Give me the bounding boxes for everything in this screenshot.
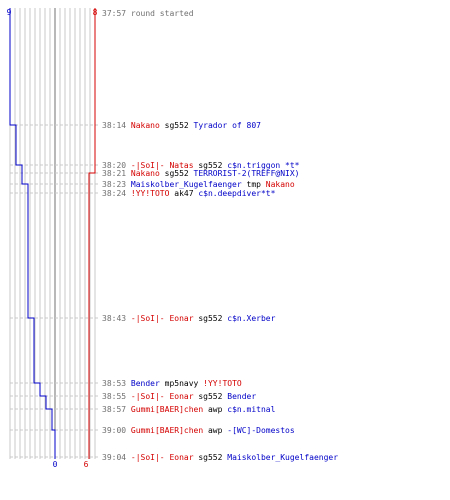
event-row: 38:23 Maiskolber_Kugelfaenger tmp Nakano — [102, 180, 295, 189]
event-time: 38:53 — [102, 379, 131, 388]
red-start-count: 8 — [93, 8, 98, 17]
event-text: Bender — [131, 379, 160, 388]
event-text: Bender — [227, 392, 256, 401]
grid-lines — [9, 8, 96, 459]
event-text: c$n.deepdiver*t* — [198, 189, 275, 198]
event-text: sg552 — [194, 161, 228, 170]
event-text: sg552 — [160, 169, 194, 178]
red-team-line — [88, 8, 96, 459]
event-time: 37:57 — [102, 9, 131, 18]
event-text: Tyrador of 807 — [194, 121, 262, 130]
event-text: awp — [203, 405, 227, 414]
event-time: 39:00 — [102, 426, 131, 435]
event-row: 38:20 -|SoI|- Natas sg552 c$n.triggon *t… — [102, 161, 300, 170]
event-text: c$n.Xerber — [227, 314, 275, 323]
event-text: sg552 — [194, 314, 228, 323]
red-end-count: 6 — [84, 460, 89, 469]
event-text: Gummi[BAER]chen — [131, 405, 203, 414]
event-text: c$n.mitnal — [227, 405, 275, 414]
event-time: 38:43 — [102, 314, 131, 323]
event-text: c$n.triggon *t* — [227, 161, 299, 170]
event-row: 38:55 -|SoI|- Eonar sg552 Bender — [102, 392, 256, 401]
red-team-step-line — [88, 8, 96, 459]
event-text: -[WC]-Domestos — [227, 426, 295, 435]
event-text: -|SoI|- Eonar — [131, 392, 194, 401]
event-time: 38:20 — [102, 161, 131, 170]
event-text: Maiskolber_Kugelfaenger — [131, 180, 242, 189]
event-text: tmp — [242, 180, 266, 189]
event-row: 38:14 Nakano sg552 Tyrador of 807 — [102, 121, 261, 130]
event-row: 38:53 Bender mp5navy !YY!TOTO — [102, 379, 242, 388]
event-time: 38:24 — [102, 189, 131, 198]
event-row: 39:04 -|SoI|- Eonar sg552 Maiskolber_Kug… — [102, 453, 338, 462]
event-text: Nakano — [266, 180, 295, 189]
event-time: 38:55 — [102, 392, 131, 401]
event-text: Gummi[BAER]chen — [131, 426, 203, 435]
event-row: 38:21 Nakano sg552 TERRORIST-2(TREFF@NIX… — [102, 169, 300, 178]
event-row: 38:24 !YY!TOTO ak47 c$n.deepdiver*t* — [102, 189, 276, 198]
event-time: 38:23 — [102, 180, 131, 189]
blue-start-count: 9 — [7, 8, 12, 17]
event-text: !YY!TOTO — [203, 379, 242, 388]
blue-end-count: 0 — [53, 460, 58, 469]
event-text: -|SoI|- Natas — [131, 161, 194, 170]
event-text: awp — [203, 426, 227, 435]
blue-team-line — [9, 8, 56, 459]
event-text: !YY!TOTO — [131, 189, 170, 198]
blue-team-step-line — [9, 8, 56, 459]
event-row: 38:57 Gummi[BAER]chen awp c$n.mitnal — [102, 405, 276, 414]
event-time: 38:14 — [102, 121, 131, 130]
event-text: Nakano — [131, 121, 160, 130]
event-text: sg552 — [194, 453, 228, 462]
event-row: 37:57 round started — [102, 9, 194, 18]
event-time: 38:21 — [102, 169, 131, 178]
event-row: 39:00 Gummi[BAER]chen awp -[WC]-Domestos — [102, 426, 295, 435]
event-time: 38:57 — [102, 405, 131, 414]
event-text: Maiskolber_Kugelfaenger — [227, 453, 338, 462]
event-row: 38:43 -|SoI|- Eonar sg552 c$n.Xerber — [102, 314, 276, 323]
event-text: TERRORIST-2(TREFF@NIX) — [194, 169, 300, 178]
event-text: mp5navy — [160, 379, 203, 388]
event-time: 39:04 — [102, 453, 131, 462]
event-text: sg552 — [194, 392, 228, 401]
event-text: -|SoI|- Eonar — [131, 314, 194, 323]
event-guide-lines — [10, 124, 100, 458]
event-log: 37:57 round started 38:14 Nakano sg552 Ty… — [102, 9, 338, 462]
event-text: -|SoI|- Eonar — [131, 453, 194, 462]
event-text: sg552 — [160, 121, 194, 130]
event-text: round started — [131, 9, 194, 18]
event-text: Nakano — [131, 169, 160, 178]
event-text: ak47 — [169, 189, 198, 198]
